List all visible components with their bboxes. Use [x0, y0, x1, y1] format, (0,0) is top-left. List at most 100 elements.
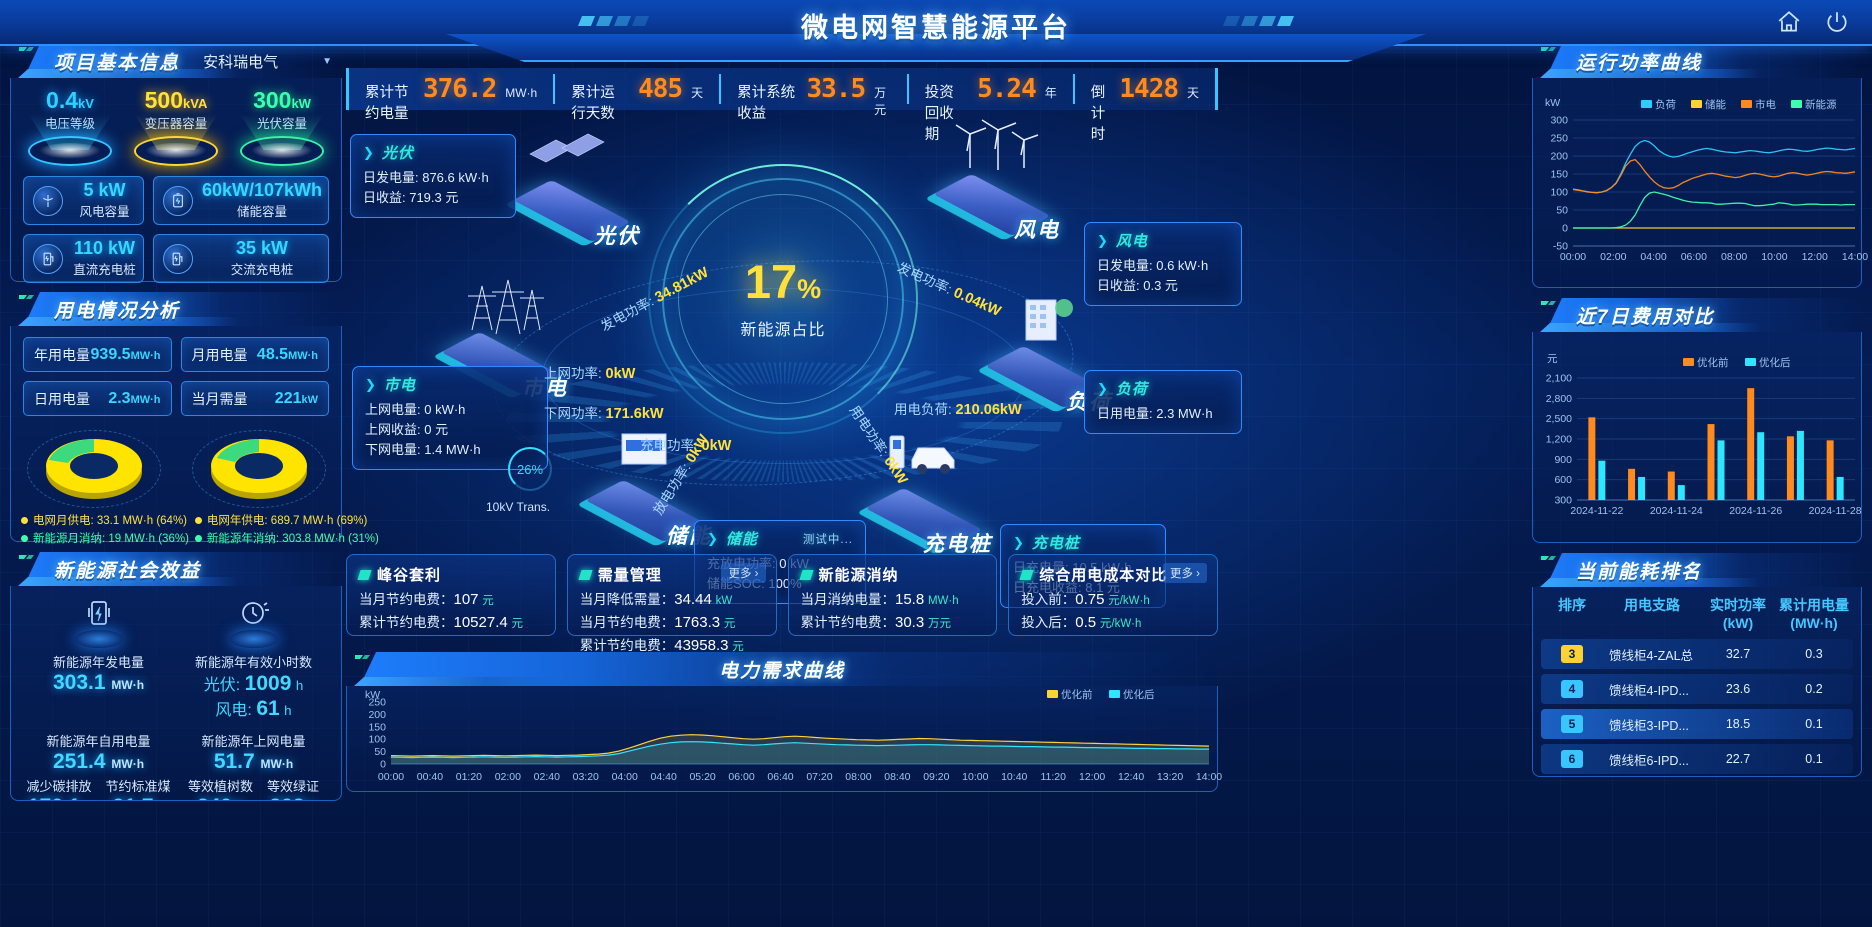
kpi-key: 累计节约电量 [365, 85, 409, 122]
project-selector[interactable]: 安科瑞电气 ▼ [203, 51, 332, 72]
svg-text:12:00: 12:00 [1802, 251, 1828, 263]
svg-text:11:20: 11:20 [1040, 771, 1066, 783]
svg-text:12:40: 12:40 [1118, 771, 1144, 783]
card-unit: MW·h [927, 595, 959, 607]
capacity-label: 直流充电桩 [73, 263, 136, 278]
more-button[interactable]: 更多 › [721, 563, 766, 583]
node-label: 光伏 [594, 225, 640, 248]
panel-corner-icon [355, 655, 370, 659]
rank-energy: 0.1 [1805, 717, 1823, 731]
rank-power: 22.7 [1725, 752, 1751, 766]
svg-text:kW: kW [1545, 97, 1560, 109]
power-curve-chart: 负荷 储能 市电 新能源 kW -50 0 50 100 150 200 250 300 00:00 02:… [1545, 97, 1868, 263]
benefit-value: 176.1 [28, 795, 81, 800]
kpi-value: 376.2 [422, 74, 497, 104]
svg-text:2024-11-28: 2024-11-28 [1809, 505, 1862, 517]
rank-table-header: 排序 用电支路 实时功率 (kW) 累计用电量 (MW·h) [1533, 587, 1861, 639]
power-icon[interactable] [1824, 9, 1850, 35]
rank-power: 18.5 [1725, 717, 1751, 731]
benefit-item-trees: 等效植树数 240棵 等效绿证 303张 [176, 772, 331, 800]
panel-usage-head: 用电情况分析 [10, 292, 342, 326]
panel-corner-icon [1541, 301, 1556, 305]
battery-container-icon [621, 433, 667, 465]
legend-text: 新能源月消纳: 19 MW·h (36%) [33, 533, 189, 545]
panel-demand-head: 电力需求曲线 [346, 652, 1218, 686]
benefit-sub-value: 1009 [244, 672, 292, 695]
card-unit: 万元 [927, 617, 951, 630]
flow-label-load-power: 用电负荷: 210.06kW [894, 398, 1022, 418]
gauge-pv: 300kW 光伏容量 [233, 87, 331, 167]
svg-text:600: 600 [1554, 474, 1572, 486]
card-key: 投入前： [1021, 592, 1076, 607]
usage-value: 2.3 [108, 389, 131, 407]
table-row[interactable]: 4 馈线柜4-IPD... 23.6 0.2 [1541, 674, 1853, 704]
donut-month [19, 426, 169, 512]
chevron-down-icon[interactable]: ▼ [322, 56, 332, 67]
capacity-unit: kW [108, 238, 135, 259]
info-card-load: ❯ 负荷 日用电量: 2.3 MW·h [1084, 370, 1242, 435]
svg-text:kW: kW [365, 689, 380, 701]
svg-text:-50: -50 [1553, 241, 1568, 253]
card-value: 34.44 [674, 591, 712, 608]
charger-icon [162, 243, 193, 274]
svg-text:04:40: 04:40 [651, 771, 677, 783]
panel-energy-rank: 当前能耗排名 排序 用电支路 实时功率 (kW) 累计用电量 (MW·h) 3 … [1532, 553, 1862, 777]
gauge-label: 变压器容量 [144, 117, 208, 132]
svg-text:300: 300 [1550, 115, 1568, 127]
benefit-row-3: 减少碳排放 176.1 t 节约标准煤 91.7 t 等效植树数 240棵 等效… [21, 772, 331, 800]
kpi-key: 倒计时 [1090, 85, 1106, 143]
rank-badge: 4 [1561, 680, 1583, 698]
panel-corner-icon [1541, 556, 1556, 560]
table-row[interactable]: 5 馈线柜3-IPD... 18.5 0.1 [1541, 709, 1853, 739]
svg-text:13:20: 13:20 [1157, 771, 1183, 783]
card-demand-management: 需量管理 更多 › 当月降低需量：34.44 kW 当月节约电费：1763.3 … [566, 554, 777, 654]
benefit-sub-key: 风电: [215, 702, 252, 719]
svg-text:150: 150 [1550, 169, 1568, 181]
kpi-value: 485 [638, 74, 683, 104]
info-title: 储能 [725, 531, 758, 548]
info-title: 市电 [383, 377, 416, 394]
svg-text:2,800: 2,800 [1546, 393, 1572, 405]
home-icon[interactable] [1776, 9, 1802, 35]
svg-text:0: 0 [1562, 223, 1568, 235]
benefit-label: 等效绿证 [267, 779, 320, 794]
usage-legend: 电网月供电: 33.1 MW·h (64%) 电网年供电: 689.7 MW·h… [11, 512, 379, 554]
table-row[interactable]: 3 馈线柜4-ZAL总 32.7 0.3 [1541, 639, 1853, 669]
table-row[interactable]: 6 馈线柜6-IPD... 22.7 0.1 [1541, 744, 1853, 774]
panel-social-benefit: 新能源社会效益 新能源年发电量 303.1 MW·h [10, 552, 342, 801]
arrow-icon: ❯ [365, 376, 377, 392]
charger-icon [33, 243, 63, 274]
svg-text:0: 0 [380, 759, 386, 771]
ev-charger-icon [889, 435, 955, 474]
rank-col-energy-l2: (MW·h) [1790, 614, 1838, 631]
svg-text:300: 300 [1554, 495, 1572, 507]
panel-title: 近7日费用对比 [1576, 307, 1715, 328]
card-key: 累计节约电费： [579, 637, 675, 653]
solar-panel-icon [529, 133, 605, 163]
kpi-unit: 万元 [874, 86, 887, 117]
capacity-value: 5 [83, 180, 94, 201]
core-percent: 17 [744, 255, 798, 308]
benefit-item-co2: 减少碳排放 176.1 t 节约标准煤 91.7 t [21, 772, 176, 800]
transformer-load-percent: 26% [508, 447, 552, 491]
building-icon [1025, 299, 1073, 341]
card-value: 15.8 [895, 591, 925, 608]
usage-value: 221 [274, 389, 302, 407]
kpi-saved-energy: 累计节约电量 376.2 MW·h [349, 74, 556, 122]
flow-key: 下网功率: [544, 406, 602, 421]
kpi-running-days: 累计运行天数 485 天 [555, 74, 722, 122]
usage-key: 月用电量 [191, 346, 248, 363]
usage-cells: 年用电量 939.5MW·h 月用电量 48.5MW·h 日用电量 2.3MW·… [11, 326, 341, 422]
header-actions [1776, 9, 1850, 35]
card-key: 当月降低需量： [579, 592, 675, 607]
gauge-label: 光伏容量 [256, 117, 307, 132]
svg-text:08:00: 08:00 [1721, 251, 1747, 263]
rank-col-branch: 用电支路 [1624, 597, 1680, 613]
capacity-unit: kW [260, 238, 288, 259]
flow-label-charge-power: 充电功率: 0kW [640, 434, 731, 454]
gauge-value: 300 [253, 87, 292, 113]
rank-badge: 3 [1561, 645, 1583, 663]
more-button[interactable]: 更多 › [1162, 563, 1207, 583]
panel-cost-compare: 近7日费用对比 优化前 优化后 元 300 600 900 1,200 2,500 2,800 2… [1532, 298, 1862, 543]
benefit-value: 51.7 [213, 750, 255, 773]
